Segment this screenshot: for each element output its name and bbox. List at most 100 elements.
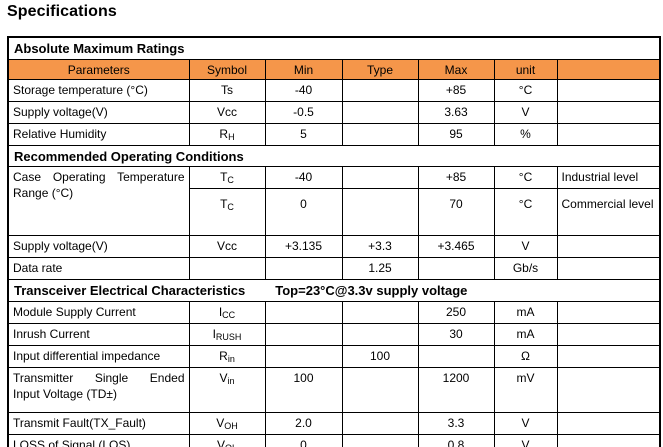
cell-parameter: Input differential impedance (7, 344, 190, 368)
cell-symbol: ICC (188, 300, 266, 324)
symbol-subscript: in (227, 353, 235, 364)
cell-unit: V (493, 411, 558, 435)
cell-unit: V (493, 235, 558, 259)
cell-min (264, 322, 343, 346)
cell-min: -40 (264, 166, 343, 190)
cell-type (341, 188, 419, 237)
symbol-base: T (220, 170, 228, 185)
cell-parameter: LOSS of Signal (LOS) (7, 433, 190, 447)
cell-symbol: Vcc (188, 235, 266, 259)
cell-type (341, 100, 419, 124)
section-row-recommended-operating-conditions: Recommended Operating Conditions (7, 144, 661, 168)
cell-min: 5 (264, 122, 343, 146)
cell-unit: °C (493, 78, 558, 102)
row-supply-voltage-abs: Supply voltage(V) Vcc -0.5 3.63 V (7, 100, 661, 124)
parameter-line-2: Input Voltage (TD±) (13, 387, 117, 402)
section-row-transceiver-electrical-characteristics: Transceiver Electrical Characteristics To… (7, 279, 661, 302)
specifications-table: Absolute Maximum Ratings Parameters Symb… (7, 36, 662, 447)
section-title-text: Transceiver Electrical Characteristics (14, 283, 246, 299)
row-relative-humidity: Relative Humidity RH 5 95 % (7, 122, 661, 146)
cell-max: 1200 (417, 366, 495, 413)
symbol-base: T (220, 197, 228, 212)
cell-type (341, 322, 419, 346)
parameter-line-1: Transmitter Single Ended (13, 370, 185, 385)
cell-max (417, 257, 495, 281)
cell-type (341, 166, 419, 190)
cell-max: +3.465 (417, 235, 495, 259)
cell-type (341, 78, 419, 102)
cell-min: 100 (264, 366, 343, 413)
cell-type: 100 (341, 344, 419, 368)
column-header-row: Parameters Symbol Min Type Max unit (7, 58, 661, 80)
cell-max: 0.8 (417, 433, 495, 447)
cell-parameter: Supply voltage(V) (7, 235, 190, 259)
cell-min (264, 344, 343, 368)
cell-symbol: TC (188, 166, 266, 190)
cell-symbol: RH (188, 122, 266, 146)
parameter-line-2: Range (°C) (13, 186, 74, 201)
cell-parameter: Supply voltage(V) (7, 100, 190, 124)
column-header-max: Max (417, 58, 495, 80)
cell-type: 1.25 (341, 257, 419, 281)
row-transmit-fault: Transmit Fault(TX_Fault) VOH 2.0 3.3 V (7, 411, 661, 435)
cell-type (341, 366, 419, 413)
cell-note (556, 344, 661, 368)
cell-symbol: Ts (188, 78, 266, 102)
cell-symbol: Rin (188, 344, 266, 368)
cell-max (417, 344, 495, 368)
cell-max: 30 (417, 322, 495, 346)
symbol-subscript: OH (224, 420, 238, 431)
cell-note (556, 411, 661, 435)
section-row-absolute-maximum-ratings: Absolute Maximum Ratings (7, 36, 661, 60)
cell-note (556, 78, 661, 102)
cell-min: 2.0 (264, 411, 343, 435)
symbol-base: V (216, 437, 225, 447)
symbol-base: V (219, 370, 228, 385)
section-title-transceiver: Transceiver Electrical Characteristics To… (7, 279, 661, 302)
column-header-note (556, 58, 661, 80)
cell-max: 3.63 (417, 100, 495, 124)
symbol-subscript: C (227, 175, 234, 186)
symbol-subscript: CC (222, 309, 236, 320)
cell-min (264, 257, 343, 281)
cell-unit: mV (493, 366, 558, 413)
symbol-base: V (216, 415, 225, 430)
cell-type (341, 433, 419, 447)
cell-parameter: Transmitter Single Ended Input Voltage (… (7, 366, 190, 413)
cell-symbol: Vin (188, 366, 266, 413)
cell-note (556, 257, 661, 281)
cell-unit: Ω (493, 344, 558, 368)
cell-symbol: VOH (188, 411, 266, 435)
cell-symbol: Vcc (188, 100, 266, 124)
cell-min: -40 (264, 78, 343, 102)
cell-unit: V (493, 433, 558, 447)
cell-parameter: Relative Humidity (7, 122, 190, 146)
symbol-subscript: RUSH (215, 331, 242, 342)
row-inrush-current: Inrush Current IRUSH 30 mA (7, 322, 661, 346)
symbol-subscript: C (227, 202, 234, 213)
cell-type (341, 300, 419, 324)
cell-unit: mA (493, 322, 558, 346)
cell-max: +85 (417, 78, 495, 102)
cell-max: 70 (417, 188, 495, 237)
cell-parameter: Inrush Current (7, 322, 190, 346)
row-case-operating-temperature-industrial: Case Operating Temperature Range (°C) TC… (7, 166, 661, 237)
cell-max: +85 (417, 166, 495, 190)
cell-parameter: Case Operating Temperature Range (°C) (7, 166, 190, 237)
row-supply-voltage-rec: Supply voltage(V) Vcc +3.135 +3.3 +3.465… (7, 235, 661, 259)
cell-max: 3.3 (417, 411, 495, 435)
cell-note (556, 100, 661, 124)
page-title: Specifications (7, 3, 117, 20)
column-header-symbol: Symbol (188, 58, 266, 80)
cell-min: -0.5 (264, 100, 343, 124)
section-title-absolute-maximum-ratings: Absolute Maximum Ratings (7, 36, 661, 60)
row-module-supply-current: Module Supply Current ICC 250 mA (7, 300, 661, 324)
row-transmitter-input-voltage: Transmitter Single Ended Input Voltage (… (7, 366, 661, 413)
cell-type (341, 411, 419, 435)
symbol-base: Vcc (216, 239, 237, 254)
section-title-recommended-operating-conditions: Recommended Operating Conditions (7, 144, 661, 168)
cell-unit: Gb/s (493, 257, 558, 281)
symbol-base: I (218, 304, 223, 319)
cell-note (556, 366, 661, 413)
